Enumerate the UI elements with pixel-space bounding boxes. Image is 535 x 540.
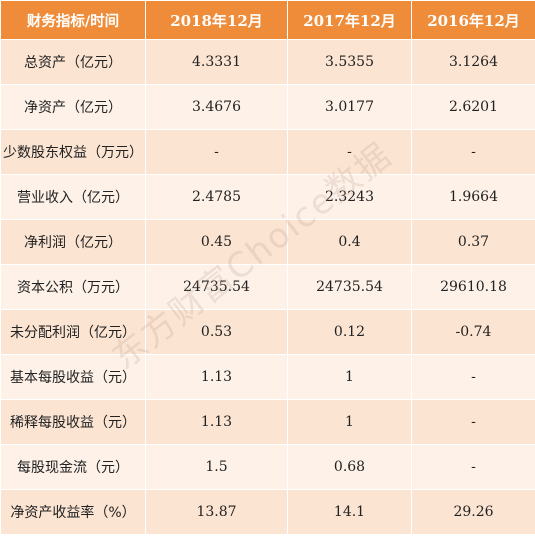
row-label: 稀释每股收益（元） xyxy=(0,399,146,445)
table-row: 基本每股收益（元） 1.13 1 - xyxy=(0,354,535,400)
cell-value: - xyxy=(411,129,535,175)
cell-value: 2.6201 xyxy=(411,84,535,130)
table-row: 净资产收益率（%） 13.87 14.1 29.26 xyxy=(0,489,535,535)
header-indicator-time: 财务指标/时间 xyxy=(0,0,146,40)
cell-value: 1.9664 xyxy=(411,174,535,220)
cell-value: 1.13 xyxy=(145,399,288,445)
cell-value: 0.68 xyxy=(287,444,412,490)
cell-value: 1 xyxy=(287,354,412,400)
cell-value: 3.5355 xyxy=(287,39,412,85)
cell-value: 0.37 xyxy=(411,219,535,265)
row-label: 净利润（亿元） xyxy=(0,219,146,265)
row-label: 营业收入（亿元） xyxy=(0,174,146,220)
cell-value: 3.1264 xyxy=(411,39,535,85)
cell-value: 1.13 xyxy=(145,354,288,400)
table-row: 净资产（亿元） 3.4676 3.0177 2.6201 xyxy=(0,84,535,130)
row-label: 净资产（亿元） xyxy=(0,84,146,130)
cell-value: 3.4676 xyxy=(145,84,288,130)
row-label: 每股现金流（元） xyxy=(0,444,146,490)
table-row: 稀释每股收益（元） 1.13 1 - xyxy=(0,399,535,445)
table-row: 未分配利润（亿元） 0.53 0.12 -0.74 xyxy=(0,309,535,355)
cell-value: 24735.54 xyxy=(287,264,412,310)
cell-value: 2.3243 xyxy=(287,174,412,220)
header-year-2016: 2016年12月 xyxy=(411,0,535,40)
cell-value: 13.87 xyxy=(145,489,288,535)
table-row: 资本公积（万元） 24735.54 24735.54 29610.18 xyxy=(0,264,535,310)
cell-value: 29.26 xyxy=(411,489,535,535)
cell-value: - xyxy=(411,399,535,445)
cell-value: 1.5 xyxy=(145,444,288,490)
table-row: 总资产（亿元） 4.3331 3.5355 3.1264 xyxy=(0,39,535,85)
cell-value: 0.4 xyxy=(287,219,412,265)
table-row: 少数股东权益（万元） - - - xyxy=(0,129,535,175)
cell-value: - xyxy=(287,129,412,175)
header-year-2017: 2017年12月 xyxy=(287,0,412,40)
cell-value: 0.12 xyxy=(287,309,412,355)
cell-value: 2.4785 xyxy=(145,174,288,220)
cell-value: 4.3331 xyxy=(145,39,288,85)
cell-value: 1 xyxy=(287,399,412,445)
cell-value: 0.45 xyxy=(145,219,288,265)
cell-value: - xyxy=(145,129,288,175)
cell-value: - xyxy=(411,444,535,490)
cell-value: - xyxy=(411,354,535,400)
cell-value: 0.53 xyxy=(145,309,288,355)
cell-value: -0.74 xyxy=(411,309,535,355)
row-label: 资本公积（万元） xyxy=(0,264,146,310)
table-header-row: 财务指标/时间 2018年12月 2017年12月 2016年12月 xyxy=(0,0,535,40)
cell-value: 24735.54 xyxy=(145,264,288,310)
cell-value: 29610.18 xyxy=(411,264,535,310)
table-row: 每股现金流（元） 1.5 0.68 - xyxy=(0,444,535,490)
header-year-2018: 2018年12月 xyxy=(145,0,288,40)
cell-value: 3.0177 xyxy=(287,84,412,130)
row-label: 总资产（亿元） xyxy=(0,39,146,85)
row-label: 未分配利润（亿元） xyxy=(0,309,146,355)
table-row: 营业收入（亿元） 2.4785 2.3243 1.9664 xyxy=(0,174,535,220)
row-label: 少数股东权益（万元） xyxy=(0,129,146,175)
cell-value: 14.1 xyxy=(287,489,412,535)
row-label: 净资产收益率（%） xyxy=(0,489,146,535)
table-row: 净利润（亿元） 0.45 0.4 0.37 xyxy=(0,219,535,265)
row-label: 基本每股收益（元） xyxy=(0,354,146,400)
